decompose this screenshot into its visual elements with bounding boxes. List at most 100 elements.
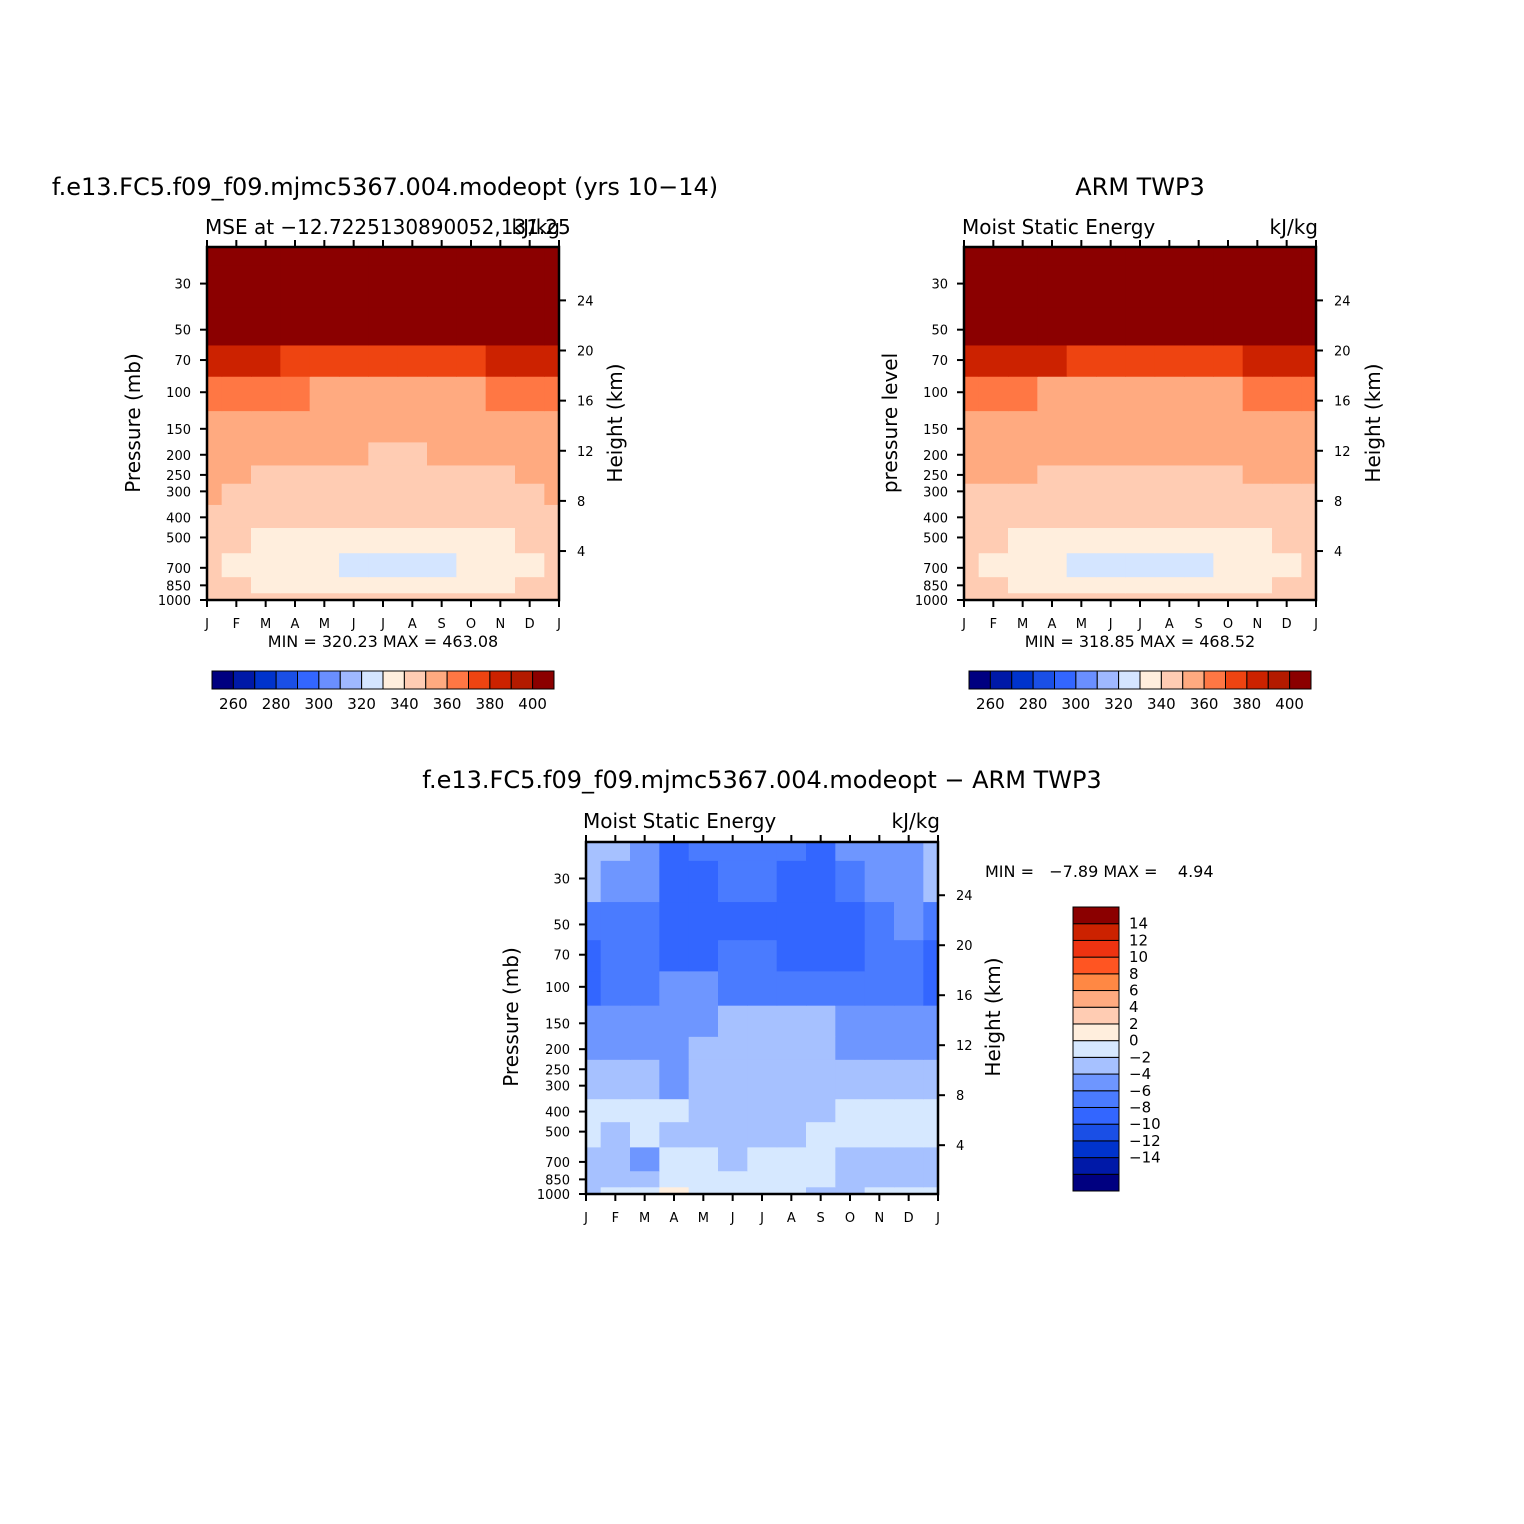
heatmap-cell	[1184, 527, 1214, 554]
heatmap-cell	[1037, 410, 1068, 443]
heatmap-cell	[544, 344, 559, 377]
heatmap-cell	[1242, 344, 1273, 377]
heatmap-cell	[600, 842, 631, 861]
heatmap-cell	[688, 1077, 719, 1100]
heatmap-cell	[894, 1059, 924, 1079]
heatmap-cell	[280, 376, 311, 412]
heatmap-cell	[309, 483, 340, 505]
heatmap-cell	[1154, 441, 1185, 466]
heatmap-cell	[1037, 483, 1068, 505]
y-tick-label: 850	[923, 579, 948, 594]
heatmap-cell	[207, 552, 223, 578]
heatmap-cell	[1272, 410, 1302, 443]
heatmap-cell	[630, 1059, 660, 1079]
heatmap-cell	[1037, 527, 1068, 554]
colorbar-box	[1246, 670, 1269, 690]
heatmap-cell	[456, 576, 487, 594]
colorbar-label: 380	[476, 695, 505, 713]
x-tick-label: J	[1108, 617, 1113, 632]
height-tick-label: 16	[956, 989, 973, 1004]
heatmap-cell	[978, 576, 1009, 594]
heatmap-cell	[586, 860, 602, 903]
heatmap-cell	[1154, 464, 1185, 484]
heatmap-cell	[339, 552, 369, 578]
colorbar-box	[1072, 990, 1120, 1008]
heatmap-cell	[1008, 464, 1038, 484]
heatmap-cell	[339, 247, 369, 266]
heatmap-cell	[864, 1036, 895, 1060]
heatmap-cell	[747, 970, 778, 1006]
heatmap-cell	[659, 970, 690, 1006]
height-tick-label: 4	[956, 1139, 964, 1154]
heatmap-cell	[1037, 247, 1068, 266]
heatmap-cell	[1066, 464, 1097, 484]
heatmap-cell	[864, 1005, 895, 1037]
heatmap-cell	[1096, 344, 1126, 377]
heatmap-cell	[1184, 376, 1214, 412]
heatmap-cell	[747, 1186, 778, 1194]
x-tick-label: D	[525, 617, 535, 632]
heatmap-cell	[964, 376, 980, 412]
y-tick-label: 50	[553, 918, 570, 933]
heatmap-cell	[747, 1005, 778, 1037]
heatmap-cell	[776, 1077, 807, 1100]
y-tick-label: 400	[545, 1106, 570, 1121]
heatmap-cell	[718, 939, 748, 972]
heatmap-cell	[207, 410, 223, 443]
heatmap-cell	[309, 552, 340, 578]
colorbar-box	[232, 670, 256, 690]
colorbar-box	[254, 670, 277, 690]
heatmap-cell	[485, 441, 516, 466]
heatmap-cell	[688, 842, 719, 861]
colorbar-label: 4	[1129, 998, 1139, 1016]
panel-diff-plot: J F M A M J J A S O N D J100085070050040030025020015…	[537, 835, 973, 1226]
heatmap-cell	[1066, 576, 1097, 594]
colorbar-label: 10	[1129, 948, 1148, 966]
heatmap-cell	[368, 344, 399, 377]
heatmap-cell	[1037, 592, 1068, 600]
panel-model: f.e13.FC5.f09_f09.mjmc5367.004.modeopt (…	[52, 173, 718, 713]
heatmap-cell	[586, 939, 602, 972]
heatmap-cell	[1184, 344, 1214, 377]
heatmap-cell	[1125, 247, 1156, 266]
heatmap-cell	[923, 1036, 938, 1060]
heatmap-cell	[1213, 247, 1244, 266]
y-tick-label: 300	[166, 485, 191, 500]
colorbar-box	[468, 670, 491, 690]
heatmap-cell	[659, 1059, 690, 1079]
heatmap-cell	[485, 376, 516, 412]
heatmap-cell	[864, 1098, 895, 1123]
y-tick-label: 70	[553, 949, 570, 964]
heatmap-cell	[251, 265, 281, 308]
heatmap-cell	[586, 970, 602, 1006]
y-tick-label: 200	[923, 449, 948, 464]
heatmap-cell	[835, 1098, 866, 1123]
heatmap-cell	[894, 1005, 924, 1037]
heatmap-cell	[427, 265, 457, 308]
heatmap-cell	[1066, 344, 1097, 377]
heatmap-cell	[309, 247, 340, 266]
heatmap-cell	[544, 552, 559, 578]
heatmap-cell	[1213, 527, 1244, 554]
heatmap-cell	[864, 1077, 895, 1100]
heatmap-cell	[456, 247, 487, 266]
heatmap-cell	[1066, 265, 1097, 308]
heatmap-cell	[515, 527, 545, 554]
colorbar-box	[1139, 670, 1162, 690]
heatmap-cell	[1096, 464, 1126, 484]
y-tick-label: 100	[545, 981, 570, 996]
colorbar-label: −14	[1129, 1149, 1161, 1167]
heatmap-cell	[397, 410, 428, 443]
heatmap-cell	[515, 344, 545, 377]
heatmap-cell	[1242, 441, 1273, 466]
heatmap-cell	[339, 410, 369, 443]
heatmap-cell	[923, 842, 938, 861]
heatmap-cell	[427, 592, 457, 600]
heatmap-cell	[485, 344, 516, 377]
heatmap-cell	[280, 306, 311, 346]
heatmap-cell	[586, 1186, 602, 1194]
heatmap-cell	[515, 376, 545, 412]
heatmap-cell	[544, 504, 559, 528]
y-tick-label: 30	[174, 278, 191, 293]
